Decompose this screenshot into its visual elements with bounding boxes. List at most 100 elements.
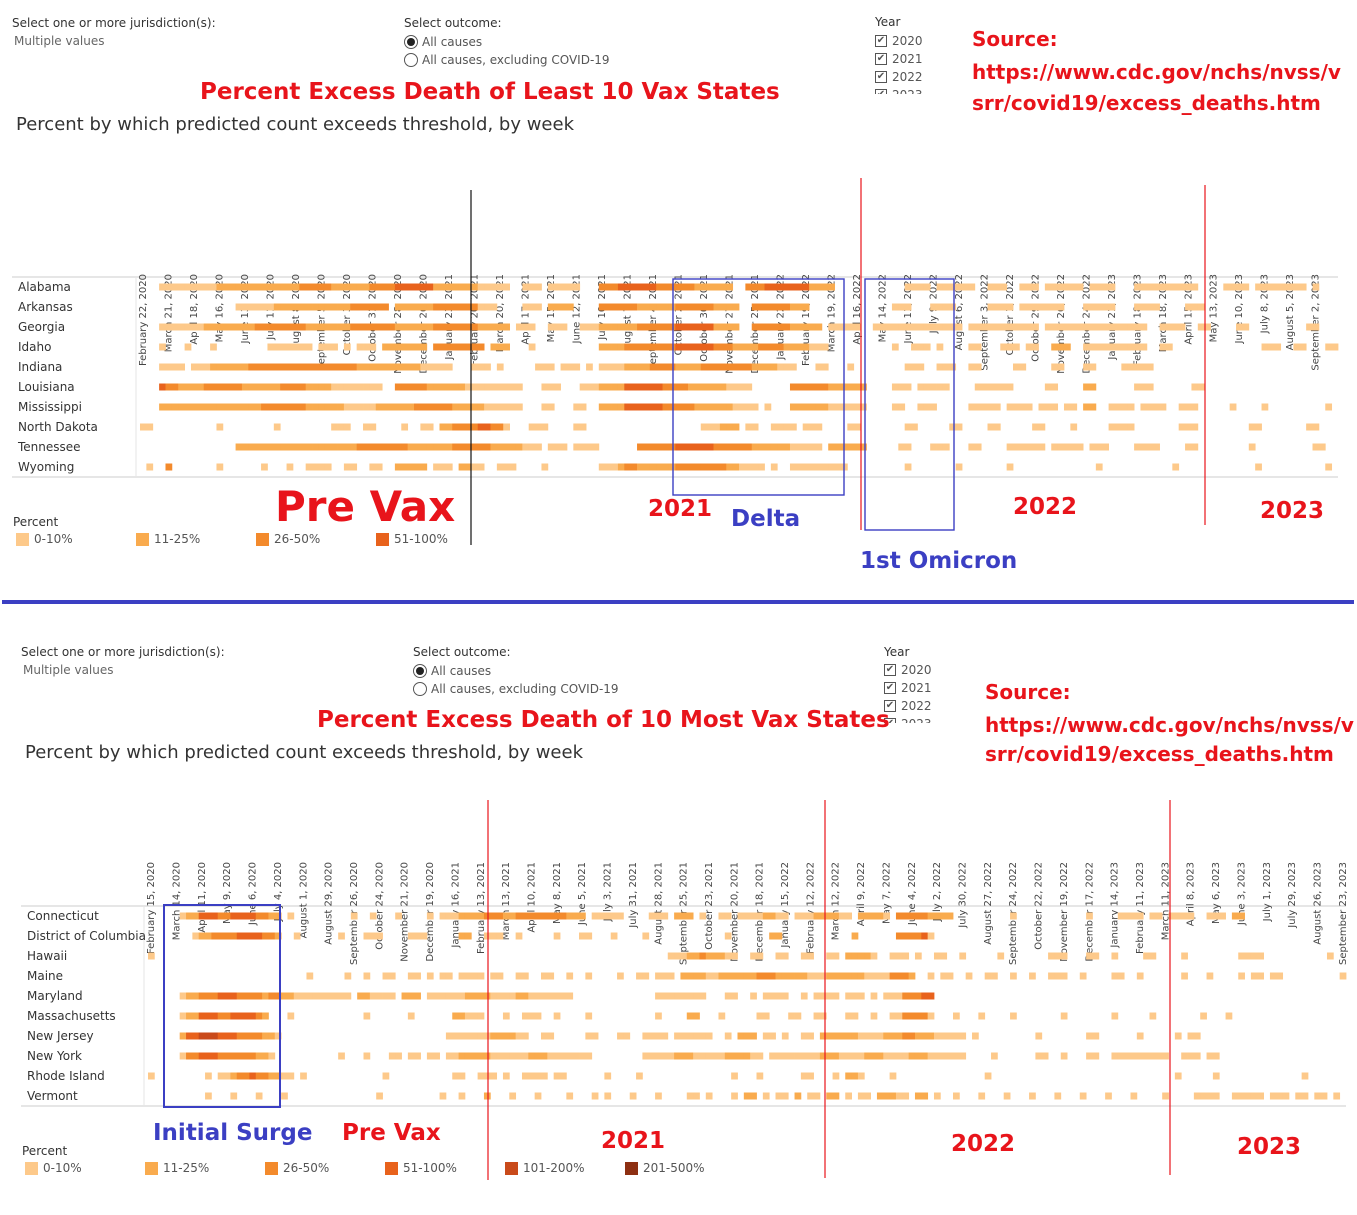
heat-cell	[205, 1052, 212, 1060]
checkmark-icon[interactable]: ✔	[875, 53, 887, 65]
heat-cell	[522, 323, 530, 331]
heat-cell	[743, 1032, 751, 1040]
heat-cell	[807, 972, 814, 980]
year-checkbox-2021[interactable]: ✔ 2021	[875, 50, 935, 68]
heat-cell	[1054, 952, 1062, 960]
heat-cell	[699, 1052, 707, 1060]
heat-cell	[1255, 423, 1262, 431]
year-filter-list[interactable]: ✔2020 ✔2021 ✔2022 ✔2023	[875, 32, 935, 94]
heat-cell	[630, 363, 638, 371]
heat-cell	[165, 283, 173, 291]
heat-cell	[1146, 363, 1154, 371]
heat-cell	[210, 343, 217, 351]
heat-cell	[764, 283, 772, 291]
heat-cell	[1038, 423, 1046, 431]
heat-cell	[248, 283, 256, 291]
heat-cell	[739, 443, 746, 451]
heat-cell	[192, 1032, 200, 1040]
checkmark-icon[interactable]: ✔	[884, 664, 896, 676]
heat-cell	[756, 952, 764, 960]
jurisdiction-dropdown[interactable]: Multiple values	[23, 663, 114, 677]
heat-cell	[1108, 283, 1116, 291]
year-checkbox-2020[interactable]: ✔ 2020	[884, 661, 944, 679]
heat-cell	[1102, 343, 1109, 351]
year-checkbox-2023[interactable]: ✔2023	[884, 715, 944, 723]
year-checkbox-2023[interactable]: ✔2023	[875, 86, 935, 94]
heat-cell	[686, 972, 694, 980]
outcome-all-causes-radio[interactable]: All causes	[413, 662, 619, 680]
heat-cell	[783, 343, 791, 351]
heat-cell	[490, 343, 498, 351]
row-label: Georgia	[18, 320, 65, 334]
heat-cell	[420, 283, 428, 291]
year-checkbox-2021[interactable]: ✔ 2021	[884, 679, 944, 697]
radio-selected-icon[interactable]	[413, 664, 427, 678]
year-checkbox-2020[interactable]: ✔ 2020	[875, 32, 935, 50]
checkmark-icon[interactable]: ✔	[884, 718, 896, 723]
heat-cell	[737, 1052, 745, 1060]
heat-cell	[401, 303, 409, 311]
heat-cell	[267, 323, 275, 331]
heat-cell	[439, 972, 447, 980]
heat-cell	[407, 932, 415, 940]
heat-cell	[693, 1052, 700, 1060]
heat-cell	[477, 343, 485, 351]
heat-cell	[452, 912, 459, 920]
heat-cell	[923, 403, 931, 411]
heat-cell	[299, 443, 307, 451]
checkmark-icon[interactable]: ✔	[884, 682, 896, 694]
heat-cell	[1257, 952, 1264, 960]
heat-cell	[350, 323, 358, 331]
heat-cell	[146, 463, 154, 471]
heat-cell	[637, 463, 644, 471]
heat-cell	[407, 323, 415, 331]
radio-unselected-icon[interactable]	[404, 53, 418, 67]
heat-cell	[1111, 972, 1119, 980]
year-checkbox-2022[interactable]: ✔ 2022	[875, 68, 935, 86]
radio-selected-icon[interactable]	[404, 35, 418, 49]
heat-cell	[1092, 1052, 1100, 1060]
jurisdiction-dropdown[interactable]: Multiple values	[14, 34, 105, 48]
heat-cell	[643, 403, 651, 411]
heat-cell	[554, 283, 561, 291]
legend-item: 101-200%	[505, 1161, 625, 1175]
heat-cell	[745, 343, 753, 351]
heat-cell	[337, 423, 345, 431]
outcome-all-causes-radio[interactable]: All causes	[404, 33, 610, 51]
heat-cell	[930, 323, 937, 331]
heat-cell	[547, 972, 555, 980]
annotation-initial-surge: Initial Surge	[153, 1120, 313, 1146]
outcome-excl-covid-radio[interactable]: All causes, excluding COVID-19	[413, 680, 619, 698]
heat-cell	[637, 383, 644, 391]
checkmark-icon[interactable]: ✔	[875, 89, 887, 94]
heat-cell	[1339, 972, 1347, 980]
heat-cell	[343, 303, 351, 311]
heat-cell	[1159, 323, 1167, 331]
heat-cell	[902, 1052, 910, 1060]
heat-cell	[828, 403, 835, 411]
legend-swatch	[16, 532, 29, 546]
heat-cell	[656, 343, 663, 351]
x-tick-label: August 29, 2020	[324, 862, 335, 945]
checkmark-icon[interactable]: ✔	[875, 71, 887, 83]
checkmark-icon[interactable]: ✔	[884, 700, 896, 712]
heat-cell	[216, 403, 224, 411]
heat-cell	[987, 323, 995, 331]
heat-cell	[241, 403, 249, 411]
heat-cell	[585, 1052, 593, 1060]
heat-cell	[217, 932, 225, 940]
heat-cell	[781, 972, 789, 980]
checkmark-icon[interactable]: ✔	[875, 35, 887, 47]
heat-cell	[1314, 1092, 1322, 1100]
heat-cell	[777, 283, 784, 291]
year-checkbox-2022[interactable]: ✔ 2022	[884, 697, 944, 715]
heat-cell	[788, 1012, 795, 1020]
radio-unselected-icon[interactable]	[413, 682, 427, 696]
heat-cell	[1178, 283, 1186, 291]
outcome-excl-covid-radio[interactable]: All causes, excluding COVID-19	[404, 51, 610, 69]
x-tick-label: April 18, 2020	[189, 274, 200, 345]
heat-cell	[376, 1092, 383, 1100]
year-filter-list[interactable]: ✔2020 ✔2021 ✔2022 ✔2023	[884, 661, 944, 723]
heat-cell	[917, 343, 925, 351]
heat-cell	[1070, 423, 1078, 431]
